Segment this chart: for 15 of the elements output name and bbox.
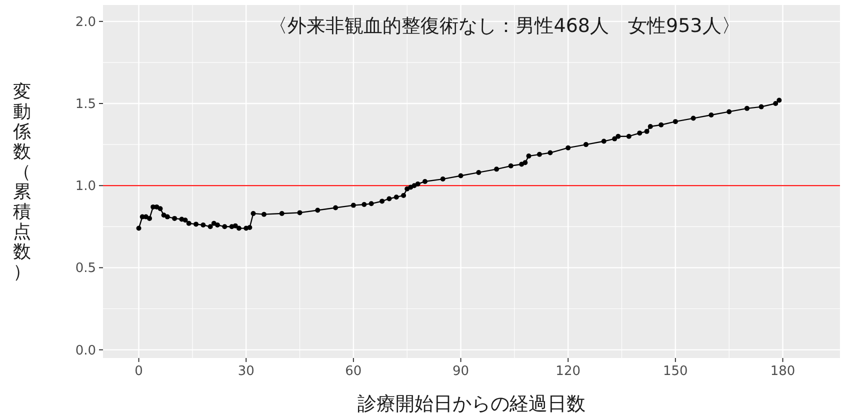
x-tick-label: 180	[770, 364, 796, 379]
y-tick-label: 1.0	[75, 179, 96, 194]
text: 変動係数（累積点数）	[13, 81, 31, 282]
y-tick-label: 1.5	[75, 97, 96, 112]
x-tick-label: 30	[238, 364, 254, 379]
text: 〈外来非観血的整復術なし：男性468人 女性953人〉	[268, 15, 740, 37]
y-tick-label: 0.0	[75, 343, 96, 358]
y-tick-label: 0.5	[75, 261, 96, 276]
x-tick-label: 90	[452, 364, 470, 379]
x-tick-label: 120	[556, 364, 581, 379]
x-tick-label: 150	[663, 364, 688, 379]
y-tick-label: 2.0	[75, 14, 96, 30]
x-tick-label: 0	[134, 364, 143, 379]
x-axis-title: 診療開始日からの経過日数	[358, 393, 586, 415]
x-tick-label: 60	[345, 364, 362, 379]
